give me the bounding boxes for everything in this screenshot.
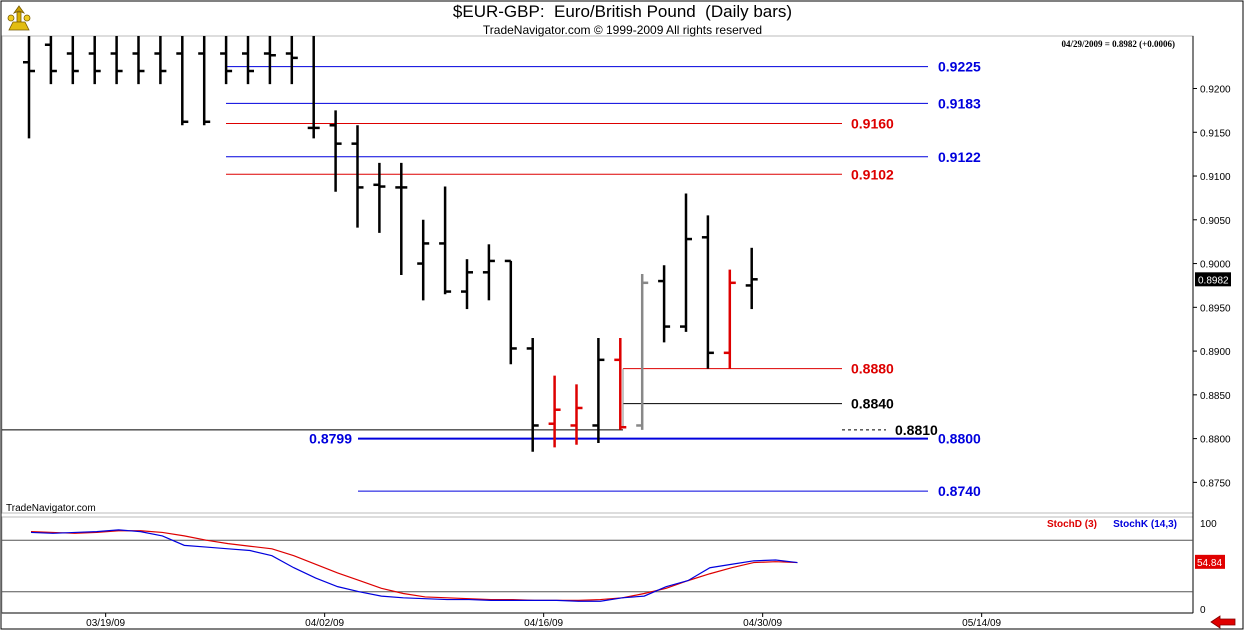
y-tick-label: 0.8750: [1200, 478, 1231, 489]
legend-stochd: StochD (3): [1047, 519, 1097, 530]
x-tick-label: 05/14/09: [962, 618, 1001, 629]
ohlc-bar: [439, 186, 452, 295]
ohlc-bar: [23, 36, 35, 139]
stoch-tick-label: 100: [1200, 519, 1217, 530]
level-label-0.8810: 0.8810: [895, 422, 938, 438]
quote-text: 04/29/2009 = 0.8982 (+0.0006): [1061, 39, 1175, 49]
ohlc-bar: [482, 244, 495, 301]
ohlc-bar: [176, 36, 189, 126]
level-label-0.9122: 0.9122: [938, 149, 981, 165]
left-arrow-icon[interactable]: [1210, 615, 1236, 629]
ohlc-bar: [548, 375, 561, 448]
level-label-0.8800: 0.8800: [938, 431, 981, 447]
ohlc-bar: [263, 36, 276, 85]
ohlc-bar: [198, 36, 211, 126]
stoch-value-label: 54.84: [1197, 558, 1222, 569]
ohlc-bar: [417, 219, 430, 301]
y-tick-label: 0.8950: [1200, 303, 1231, 314]
ohlc-bar: [220, 36, 233, 85]
level-label-0.9160: 0.9160: [851, 116, 894, 132]
ohlc-bar: [285, 36, 298, 85]
ohlc-bar: [504, 259, 517, 365]
ohlc-bar: [636, 274, 649, 430]
ohlc-bar: [526, 337, 539, 452]
ohlc-bar: [44, 36, 57, 85]
ohlc-bar: [592, 337, 605, 443]
watermark-text: TradeNavigator.com: [6, 503, 96, 514]
ohlc-bar: [723, 269, 736, 369]
stoch-panel-frame: [1, 516, 1194, 614]
stoch-tick-label: 0: [1200, 605, 1206, 616]
ohlc-bar: [680, 193, 692, 332]
stoch-series-line: [30, 530, 798, 602]
level-label-0.9102: 0.9102: [851, 166, 894, 182]
ohlc-bar: [66, 36, 79, 85]
x-tick-label: 04/02/09: [305, 618, 344, 629]
y-tick-label: 0.9000: [1200, 260, 1231, 271]
ohlc-bar: [132, 36, 145, 85]
level-label-0.8880: 0.8880: [851, 361, 894, 377]
ohlc-bar: [242, 36, 254, 85]
ohlc-bar: [745, 247, 758, 310]
y-tick-label: 0.8900: [1200, 347, 1231, 358]
y-tick-label: 0.8800: [1200, 435, 1231, 446]
stoch-value-tag: [1195, 554, 1225, 569]
ohlc-bar: [88, 36, 101, 85]
x-tick-label: 04/16/09: [524, 618, 563, 629]
y-tick-label: 0.9050: [1200, 216, 1231, 227]
stoch-series-line: [30, 529, 798, 602]
y-tick-label: 0.9150: [1200, 128, 1231, 139]
ohlc-bar: [701, 215, 714, 369]
ohlc-bar: [351, 125, 364, 228]
ohlc-bar: [307, 36, 320, 139]
ohlc-bar: [373, 162, 386, 233]
x-tick-label: 04/30/09: [743, 618, 782, 629]
ohlc-bar: [614, 337, 627, 430]
level-label-0.9225: 0.9225: [938, 59, 981, 75]
ohlc-bar: [329, 110, 342, 192]
ohlc-bar: [658, 265, 671, 343]
ohlc-bar: [154, 36, 167, 85]
ohlc-bar: [570, 384, 583, 445]
last-price-label: 0.8982: [1198, 275, 1229, 286]
level-left-label: 0.8799: [309, 431, 352, 447]
level-label-0.9183: 0.9183: [938, 95, 981, 111]
level-label-0.8840: 0.8840: [851, 396, 894, 412]
last-price-tag: [1195, 272, 1231, 287]
x-tick-label: 03/19/09: [86, 618, 125, 629]
ohlc-bar: [461, 259, 473, 310]
legend-stochk: StochK (14,3): [1113, 519, 1177, 530]
ohlc-bar: [395, 162, 408, 275]
trade-navigator-logo-icon: [7, 5, 31, 31]
chart-title: $EUR-GBP: Euro/British Pound (Daily bars…: [452, 2, 793, 21]
level-label-0.8740: 0.8740: [938, 483, 981, 499]
y-tick-label: 0.8850: [1200, 391, 1231, 402]
chart-subtitle: TradeNavigator.com © 1999-2009 All right…: [482, 23, 763, 37]
y-tick-label: 0.9200: [1200, 85, 1231, 96]
y-tick-label: 0.9100: [1200, 172, 1231, 183]
ohlc-bar: [110, 36, 123, 85]
